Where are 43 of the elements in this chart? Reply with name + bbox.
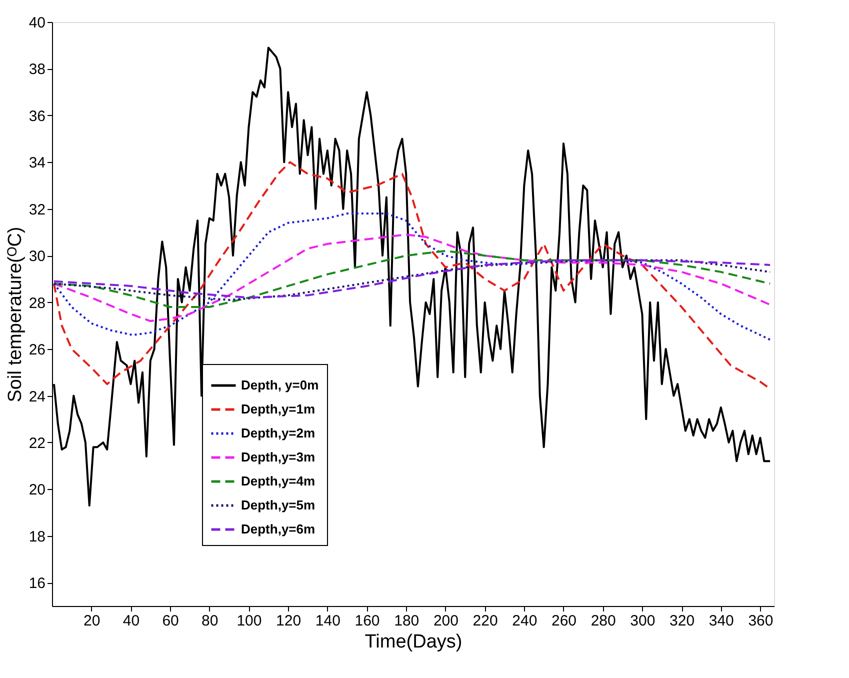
- y-tick-label: 22: [28, 434, 46, 452]
- y-tick-label: 28: [28, 294, 46, 312]
- x-tick-label: 300: [630, 612, 656, 630]
- x-tick-label: 200: [433, 612, 458, 630]
- x-tick-label: 160: [354, 612, 380, 630]
- y-tick-label: 24: [28, 388, 46, 406]
- x-tick-label: 260: [551, 612, 577, 630]
- line-series: [52, 250, 772, 308]
- x-tick-label: 320: [670, 612, 695, 630]
- y-tick-label: 32: [28, 201, 46, 218]
- x-tick-label: 180: [394, 612, 420, 630]
- y-tick-label: 34: [28, 154, 46, 172]
- y-tick-label: 18: [28, 528, 46, 546]
- line-series: [52, 234, 772, 322]
- y-tick-label: 30: [28, 248, 46, 266]
- y-tick-label: 20: [28, 482, 46, 499]
- legend-label: Depth,y=6m: [241, 522, 316, 536]
- x-tick-label: 220: [472, 612, 498, 630]
- legend-label: Depth,y=4m: [241, 474, 316, 488]
- x-tick-label: 20: [84, 612, 100, 630]
- x-tick-label: 280: [590, 612, 616, 630]
- y-tick-label: 36: [28, 108, 46, 125]
- x-tick-label: 360: [748, 612, 774, 630]
- x-tick-label: 80: [202, 612, 218, 630]
- y-tick-label: 16: [28, 575, 46, 592]
- line-series: [52, 212, 772, 341]
- y-tick-label: 26: [28, 342, 46, 359]
- x-tick-label: 60: [162, 612, 179, 630]
- legend-label: Depth,y=5m: [241, 498, 316, 512]
- x-tick-label: 40: [122, 612, 140, 630]
- x-tick-label: 140: [315, 612, 340, 630]
- legend-label: Depth,y=3m: [241, 450, 316, 464]
- legend-label: Depth,y=2m: [241, 426, 316, 440]
- x-tick-label: 240: [512, 612, 538, 630]
- y-tick-label: 40: [28, 14, 46, 32]
- y-axis-title: Soil temperature(ᴼC): [4, 226, 26, 402]
- y-tick-label: 38: [28, 61, 46, 78]
- x-tick-label: 100: [236, 612, 262, 630]
- x-tick-label: 340: [708, 612, 734, 630]
- x-axis-title: Time(Days): [364, 632, 462, 652]
- legend-label: Depth,y=1m: [241, 402, 316, 416]
- legend-label: Depth, y=0m: [241, 378, 319, 392]
- x-tick-label: 120: [276, 612, 302, 630]
